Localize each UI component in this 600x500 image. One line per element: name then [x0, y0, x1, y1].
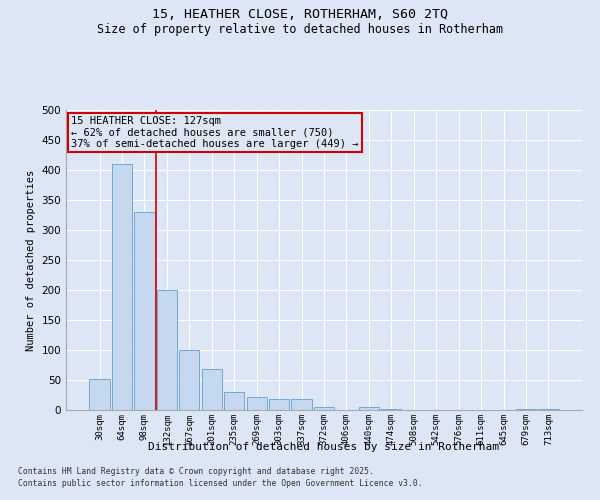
Bar [112, 164, 132, 410]
Text: Distribution of detached houses by size in Rotherham: Distribution of detached houses by size … [149, 442, 499, 452]
Text: 15 HEATHER CLOSE: 127sqm
← 62% of detached houses are smaller (750)
37% of semi-: 15 HEATHER CLOSE: 127sqm ← 62% of detach… [71, 116, 359, 149]
Text: Contains HM Land Registry data © Crown copyright and database right 2025.: Contains HM Land Registry data © Crown c… [18, 468, 374, 476]
Bar [89, 379, 110, 410]
Bar [359, 407, 379, 410]
Text: 15, HEATHER CLOSE, ROTHERHAM, S60 2TQ: 15, HEATHER CLOSE, ROTHERHAM, S60 2TQ [152, 8, 448, 20]
Bar [314, 407, 334, 410]
Bar [538, 409, 559, 410]
Bar [292, 399, 311, 410]
Bar [247, 397, 267, 410]
Text: Size of property relative to detached houses in Rotherham: Size of property relative to detached ho… [97, 22, 503, 36]
Bar [179, 350, 199, 410]
Bar [381, 409, 401, 410]
Bar [157, 290, 177, 410]
Bar [202, 369, 222, 410]
Bar [516, 409, 536, 410]
Text: Contains public sector information licensed under the Open Government Licence v3: Contains public sector information licen… [18, 479, 422, 488]
Bar [269, 399, 289, 410]
Bar [224, 392, 244, 410]
Y-axis label: Number of detached properties: Number of detached properties [26, 170, 36, 350]
Bar [134, 212, 155, 410]
